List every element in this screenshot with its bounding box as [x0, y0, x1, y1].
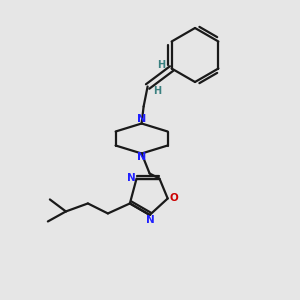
- Text: H: H: [158, 61, 166, 70]
- Text: O: O: [169, 194, 178, 203]
- Text: N: N: [127, 172, 136, 183]
- Text: N: N: [137, 152, 146, 163]
- Text: N: N: [146, 215, 155, 225]
- Text: H: H: [154, 86, 162, 97]
- Text: N: N: [137, 115, 146, 124]
